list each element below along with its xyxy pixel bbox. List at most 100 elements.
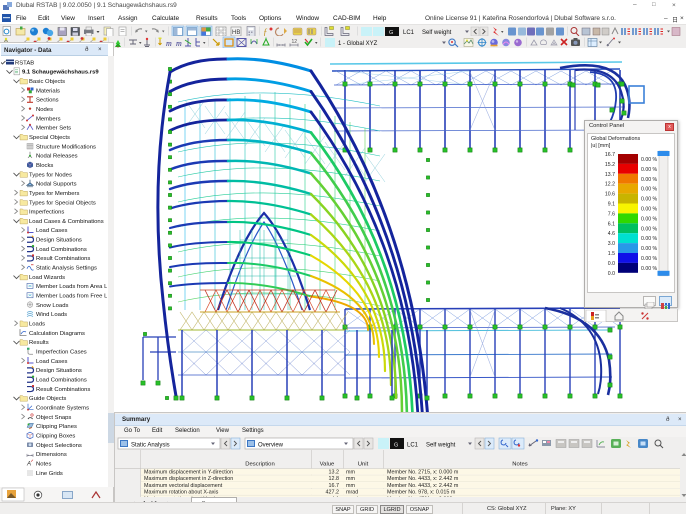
svg-text:Nodal Supports: Nodal Supports xyxy=(36,182,77,188)
svg-text:Basic Objects: Basic Objects xyxy=(29,79,65,85)
svg-text:Sections: Sections xyxy=(36,98,59,104)
svg-text:10.6: 10.6 xyxy=(605,192,615,198)
svg-text:427.2: 427.2 xyxy=(326,490,340,496)
svg-text:0.00 %: 0.00 % xyxy=(641,177,658,183)
svg-text:15.2: 15.2 xyxy=(605,162,615,168)
svg-text:0.00 %: 0.00 % xyxy=(641,197,658,203)
svg-text:0.0: 0.0 xyxy=(608,261,615,267)
svg-text:Nodal Releases: Nodal Releases xyxy=(36,154,78,160)
svg-text:LC1: LC1 xyxy=(407,443,419,449)
svg-text:Load Combinations: Load Combinations xyxy=(36,247,87,253)
svg-text:Notes: Notes xyxy=(36,461,51,467)
svg-text:Value: Value xyxy=(320,462,335,468)
svg-text:G: G xyxy=(389,30,393,36)
svg-text:Coordinate Systems: Coordinate Systems xyxy=(36,406,89,412)
svg-text:Static Analysis Settings: Static Analysis Settings xyxy=(36,266,97,272)
svg-text:1.5: 1.5 xyxy=(608,251,615,257)
svg-text:0.00 %: 0.00 % xyxy=(641,246,658,252)
svg-text:0.00 %: 0.00 % xyxy=(641,187,658,193)
svg-text:Design Situations: Design Situations xyxy=(36,238,82,244)
svg-text:LC1: LC1 xyxy=(403,30,415,36)
svg-text:Member Loads from Free Line Lo: Member Loads from Free Line Load xyxy=(36,294,107,300)
svg-text:Dimensions: Dimensions xyxy=(36,452,67,458)
svg-text:12.2: 12.2 xyxy=(605,182,615,188)
svg-text:ƒ: ƒ xyxy=(263,27,268,37)
svg-text:Blocks: Blocks xyxy=(36,163,53,169)
svg-text:Guide Objects: Guide Objects xyxy=(29,396,66,402)
svg-text:Imperfections: Imperfections xyxy=(29,210,64,216)
svg-text:0.00 %: 0.00 % xyxy=(641,207,658,213)
svg-text:Result Combinations: Result Combinations xyxy=(36,387,90,393)
svg-text:G: G xyxy=(394,443,398,449)
svg-text:m: m xyxy=(166,39,172,48)
svg-text:4.6: 4.6 xyxy=(608,231,615,237)
svg-text:Design Situations: Design Situations xyxy=(36,368,82,374)
svg-text:0.00 %: 0.00 % xyxy=(641,157,658,163)
svg-text:0.00 %: 0.00 % xyxy=(641,256,658,262)
svg-text:Load Wizards: Load Wizards xyxy=(29,275,65,281)
svg-text:Types for Members: Types for Members xyxy=(29,191,79,197)
svg-text:Member Sets: Member Sets xyxy=(36,126,71,132)
svg-text:Overview: Overview xyxy=(258,443,284,449)
svg-text:9.1: 9.1 xyxy=(608,202,615,208)
svg-text:mm: mm xyxy=(346,483,355,489)
svg-text:Member Loads from Area Load: Member Loads from Area Load xyxy=(36,284,107,290)
svg-text:16.7: 16.7 xyxy=(605,152,615,158)
svg-text:Results: Results xyxy=(29,340,49,346)
svg-text:Member No. 4433, x: 2.442 m: Member No. 4433, x: 2.442 m xyxy=(387,483,459,489)
svg-text:16.7: 16.7 xyxy=(329,483,340,489)
svg-text:0.00 %: 0.00 % xyxy=(641,167,658,173)
svg-text:0.00 %: 0.00 % xyxy=(641,226,658,232)
svg-text:6.1: 6.1 xyxy=(608,221,615,227)
svg-text:Materials: Materials xyxy=(36,88,60,94)
svg-text:Self weight: Self weight xyxy=(422,30,452,36)
svg-text:Static Analysis: Static Analysis xyxy=(131,443,170,449)
svg-text:0.0: 0.0 xyxy=(608,271,615,277)
svg-text:Maximum displacement in Y-dire: Maximum displacement in Y-direction xyxy=(144,470,233,476)
svg-text:A: A xyxy=(26,462,31,468)
svg-text:Nodes: Nodes xyxy=(36,107,53,113)
svg-text:0.00 %: 0.00 % xyxy=(641,236,658,242)
svg-text:Maximum rotation about X-axis: Maximum rotation about X-axis xyxy=(144,490,219,496)
svg-text:Special Objects: Special Objects xyxy=(29,135,70,141)
svg-text:mrad: mrad xyxy=(346,490,358,496)
svg-text:13.7: 13.7 xyxy=(605,172,615,178)
svg-text:Maximum vectorial displacement: Maximum vectorial displacement xyxy=(144,483,223,489)
svg-text:12.8: 12.8 xyxy=(329,476,340,482)
svg-text:m: m xyxy=(176,39,182,48)
svg-text:1 - Global XYZ: 1 - Global XYZ xyxy=(338,41,378,47)
svg-text:12: 12 xyxy=(292,39,298,45)
svg-text:0.00 %: 0.00 % xyxy=(641,216,658,222)
svg-text:Types for Special Objects: Types for Special Objects xyxy=(29,200,96,206)
svg-text:Wind Loads: Wind Loads xyxy=(36,312,67,318)
svg-text:13.2: 13.2 xyxy=(329,470,340,476)
svg-text:HB: HB xyxy=(232,30,240,36)
svg-text:RSTAB: RSTAB xyxy=(15,60,34,66)
svg-text:0.00 %: 0.00 % xyxy=(641,266,658,272)
svg-text:Self weight: Self weight xyxy=(426,443,456,449)
svg-text:9.1 Schaugewächshaus.rs9: 9.1 Schaugewächshaus.rs9 xyxy=(22,70,99,76)
svg-text:mm: mm xyxy=(346,476,355,482)
svg-text:Result Combinations: Result Combinations xyxy=(36,256,90,262)
svg-text:Object Snaps: Object Snaps xyxy=(36,415,71,421)
svg-text:Member No. 4433, x: 2.442 m: Member No. 4433, x: 2.442 m xyxy=(387,476,459,482)
svg-text:Clipping Boxes: Clipping Boxes xyxy=(36,434,75,440)
svg-text:Calculation Diagrams: Calculation Diagrams xyxy=(29,331,85,337)
svg-text:Load Cases & Combinations: Load Cases & Combinations xyxy=(29,219,104,225)
svg-text:Maximum displacement in Z-dire: Maximum displacement in Z-direction xyxy=(144,476,233,482)
svg-text:Member No. 978, x: 0.015 m: Member No. 978, x: 0.015 m xyxy=(387,490,456,496)
svg-text:Load Cases: Load Cases xyxy=(36,359,67,365)
svg-text:7.6: 7.6 xyxy=(608,211,615,217)
svg-text:Notes: Notes xyxy=(512,462,527,468)
svg-text:Unit: Unit xyxy=(358,462,369,468)
svg-text:Clipping Planes: Clipping Planes xyxy=(36,424,77,430)
svg-text:Types for Nodes: Types for Nodes xyxy=(29,172,72,178)
svg-text:mm: mm xyxy=(346,470,355,476)
svg-text:Line Grids: Line Grids xyxy=(36,471,63,476)
svg-text:Load Cases: Load Cases xyxy=(36,228,67,234)
svg-text:Loads: Loads xyxy=(29,322,45,328)
svg-text:Structure Modifications: Structure Modifications xyxy=(36,144,96,150)
svg-text:Member No. 2715, x: 0.000 m: Member No. 2715, x: 0.000 m xyxy=(387,470,459,476)
svg-text:Description: Description xyxy=(245,462,274,468)
svg-text:Load Combinations: Load Combinations xyxy=(36,378,87,384)
